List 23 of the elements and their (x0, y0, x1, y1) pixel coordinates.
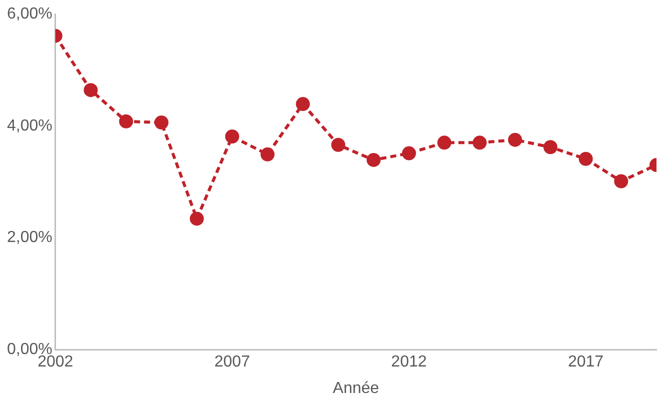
x-tick-label: 2017 (568, 354, 604, 371)
point (472, 136, 487, 150)
point (578, 152, 593, 166)
point (190, 212, 204, 226)
y-tick-label: 2,00% (6, 229, 52, 246)
y-tick-label: 6,00% (6, 5, 52, 22)
point (331, 138, 346, 152)
point (154, 116, 168, 130)
x-tick-label: 2007 (214, 354, 250, 371)
point (260, 147, 275, 162)
point (402, 146, 416, 160)
point (366, 152, 381, 167)
x-tick-label: 2012 (391, 354, 427, 371)
y-tick-label: 4,00% (6, 117, 52, 134)
x-axis-title: Année (332, 380, 380, 397)
point (296, 97, 310, 112)
point (84, 83, 98, 98)
point (225, 129, 240, 144)
point (614, 174, 628, 188)
point (437, 136, 452, 150)
point (543, 140, 558, 154)
point (508, 132, 522, 147)
point (119, 114, 134, 128)
